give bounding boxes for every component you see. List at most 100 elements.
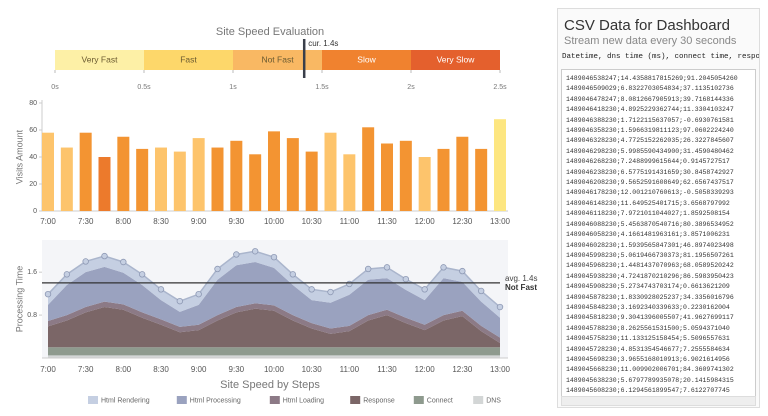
csv-row: 1489046298230;5.9985590434900;31.4590480… (566, 147, 734, 155)
x-tick-label: 7:30 (78, 365, 94, 374)
point-marker (327, 288, 334, 296)
point-marker (101, 252, 108, 260)
csv-row: 1489046268230;7.2488999615644;0.91457275… (566, 158, 730, 166)
x-tick-label: 2s (407, 84, 415, 91)
point-marker (477, 287, 485, 295)
range-label: Fast (180, 54, 197, 64)
bar (343, 154, 356, 211)
x-tick-label: 1.5s (315, 84, 329, 91)
range-label: Very Slow (437, 54, 476, 64)
x-tick-label: 8:30 (153, 217, 169, 226)
csv-row: 1489046058230;4.1661481963161;3.85710062… (566, 231, 730, 239)
legend-label: Response (363, 397, 395, 404)
csv-panel: CSV Data for Dashboard Stream new data e… (557, 8, 760, 408)
legend-swatch (413, 396, 424, 404)
scrollbar[interactable] (561, 396, 756, 406)
legend-swatch (269, 396, 280, 404)
area (48, 355, 500, 358)
bar (249, 154, 262, 211)
legend-label: Html Loading (283, 397, 324, 404)
x-tick-label: 10:30 (302, 365, 323, 374)
bar (362, 127, 375, 211)
bar (42, 132, 54, 211)
point-marker (138, 271, 146, 278)
bar (230, 140, 243, 211)
x-tick-label: 11:00 (340, 217, 360, 226)
range-band (322, 50, 411, 70)
point-marker (214, 265, 221, 273)
y-tick-label: 0.8 (27, 312, 37, 319)
point-marker (402, 275, 410, 283)
csv-row: 1489046418230;4.8925229362744;11.3304103… (566, 106, 734, 114)
csv-row: 1489045848230;3.1692340339633;0.22301620… (566, 303, 730, 311)
y-axis-title: Visits Amount (14, 129, 24, 184)
csv-row: 1489046328230;4.7725152262035;26.3227845… (566, 137, 734, 145)
y-axis-title: Processing Time (14, 266, 24, 333)
bar (381, 143, 393, 211)
csv-row: 1489045998230;5.0619466730373;81.1956507… (566, 251, 734, 259)
bar (399, 140, 412, 211)
csv-row: 1489045698230;3.9655168010913;6.90216149… (566, 355, 730, 363)
csv-row: 1489045818230;9.3041396005507;41.9627699… (566, 314, 734, 322)
csv-row: 1489046028230;1.5939565847301;46.8974023… (566, 241, 734, 249)
x-tick-label: 12:00 (415, 365, 436, 374)
legend-label: Connect (427, 397, 453, 404)
csv-row: 1489046358230;1.5966319811123;97.0602224… (566, 127, 734, 135)
x-tick-label: 12:30 (452, 217, 473, 226)
csv-rows[interactable]: 1489046538247;14.4358817815269;91.204505… (561, 69, 756, 397)
bar (268, 131, 280, 211)
x-tick-label: 0.5s (137, 84, 151, 91)
point-marker (176, 297, 184, 305)
bar (286, 138, 299, 211)
legend-label: DNS (486, 397, 501, 404)
point-marker (120, 258, 127, 266)
point-marker (364, 265, 372, 273)
dashboard: Site Speed Evaluation Very Fast Fast Not Fa… (14, 26, 537, 404)
area (48, 307, 500, 348)
chart-title: Site Speed Evaluation (216, 26, 324, 38)
x-tick-label: 2.5s (493, 84, 507, 91)
bar (60, 147, 73, 211)
bar (211, 147, 224, 211)
point-marker (459, 267, 466, 275)
csv-row: 1489046148230;11.649525401715;3.65687979… (566, 199, 730, 207)
csv-row: 1489046509029;6.8322703054834;37.1135102… (566, 85, 734, 93)
bar (117, 136, 130, 211)
x-tick-label: 7:00 (40, 365, 56, 374)
y-tick-label: 0 (33, 208, 37, 215)
bar (305, 151, 318, 211)
bar (136, 148, 149, 211)
legend-label: Html Processing (190, 397, 241, 404)
point-marker (44, 290, 52, 298)
legend-swatch (88, 396, 98, 404)
legend-label: Html Rendering (101, 397, 150, 404)
point-marker (251, 248, 259, 255)
bar (79, 132, 92, 211)
point-marker (195, 290, 202, 298)
range-label: Slow (357, 54, 376, 64)
y-tick-label: 60 (29, 127, 37, 134)
point-marker (496, 303, 504, 311)
csv-row: 1489045758230;11.133125158454;5.50965576… (566, 335, 730, 343)
x-tick-label: 12:30 (452, 365, 473, 374)
x-tick-label: 9:00 (191, 365, 207, 374)
bar (155, 147, 167, 211)
csv-row: 1489045908230;5.2734743703174;0.66136212… (566, 283, 730, 291)
x-tick-label: 9:30 (229, 217, 245, 226)
x-tick-label: 13:00 (490, 365, 511, 374)
point-marker (82, 258, 89, 265)
csv-header: Datetime, dns time (ms), connect time, r… (562, 53, 759, 61)
y-tick-label: 1.6 (27, 269, 37, 276)
x-tick-label: 10:00 (264, 217, 285, 226)
csv-row: 1489045938230;4.7241870210296;86.5983950… (566, 272, 734, 280)
csv-row: 1489045728230;4.8531354546677;7.25555846… (566, 345, 730, 353)
csv-row: 1489045638230;5.6797789935078;20.1415984… (566, 376, 734, 384)
bar (418, 157, 431, 211)
x-tick-label: 9:30 (229, 365, 245, 374)
range-band (411, 50, 500, 70)
bar (475, 148, 488, 211)
y-tick-label: 20 (29, 181, 37, 188)
legend-swatch (473, 396, 484, 404)
bar (456, 136, 469, 211)
x-tick-label: 0s (51, 84, 59, 91)
